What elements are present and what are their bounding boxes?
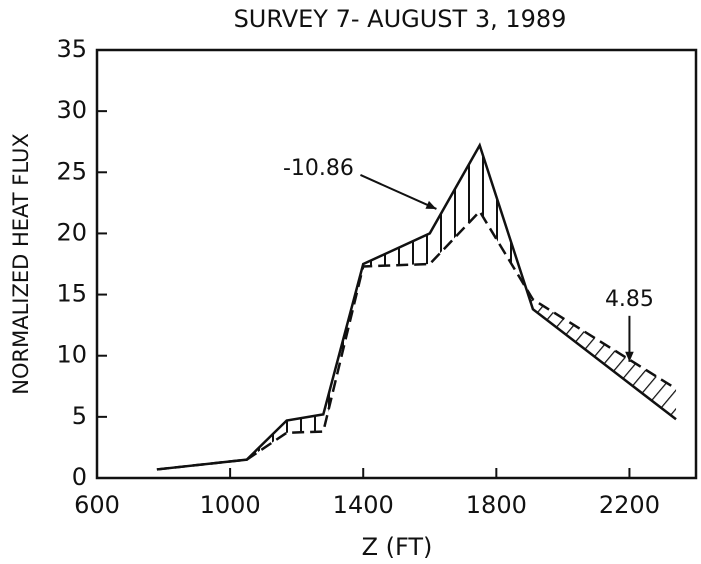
series-line [156,209,677,471]
x-axis-label: Z (FT) [362,533,433,561]
hatch-region [156,145,525,470]
y-axis-label: NORMALIZED HEAT FLUX [9,133,33,395]
chart-title: SURVEY 7- AUGUST 3, 1989 [234,5,567,33]
y-tick-label: 20 [56,218,87,246]
y-tick-label: 15 [56,280,87,308]
x-tick-label: 1000 [200,491,261,519]
plot-frame [95,48,698,480]
y-tick-label: 30 [56,96,87,124]
x-tick-label: 1400 [333,491,394,519]
x-tick-label: 2200 [599,491,660,519]
x-tick-label: 600 [74,491,120,519]
y-tick-label: 5 [72,402,87,430]
y-tick-label: 35 [56,35,87,63]
annotation-arrow [360,174,437,210]
x-tick-label: 1800 [466,491,527,519]
y-tick-label: 0 [72,463,87,491]
y-tick-label: 10 [56,341,87,369]
hatch-region [524,284,677,420]
annotation-label: 4.85 [605,287,654,312]
arrow-head [625,351,634,362]
arrow-head [425,200,437,209]
series-line [156,142,677,471]
y-tick-label: 25 [56,157,87,185]
annotation-label: -10.86 [283,156,354,181]
